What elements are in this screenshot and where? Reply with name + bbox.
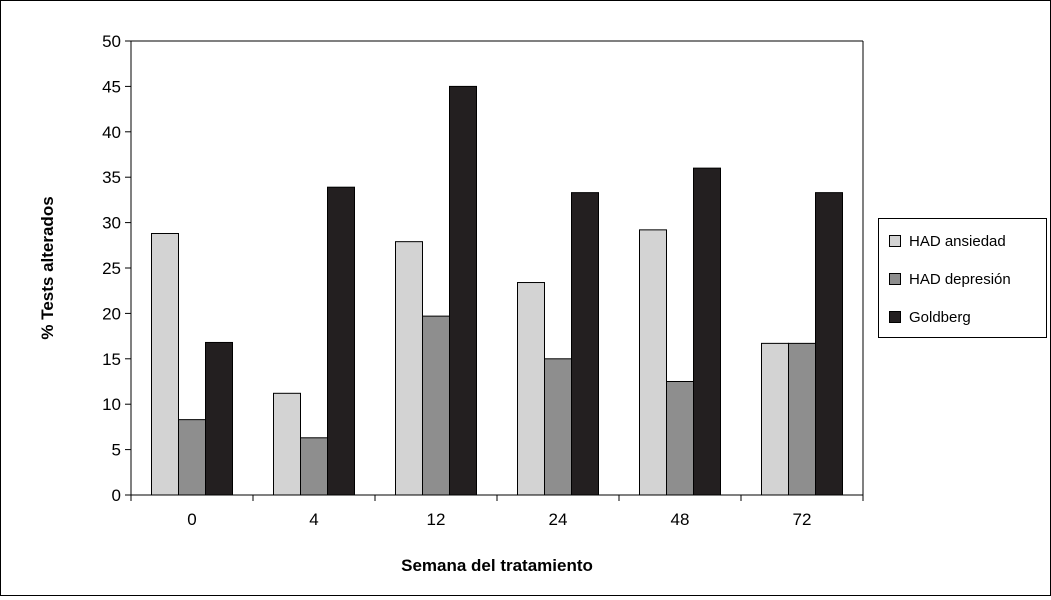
x-tick-label: 48	[671, 510, 690, 529]
x-tick-label: 24	[549, 510, 568, 529]
y-tick-label: 10	[102, 395, 121, 414]
legend-label: Goldberg	[909, 308, 971, 326]
bar-goldberg-week-0	[205, 341, 233, 496]
x-tick-label: 72	[793, 510, 812, 529]
bar-had-depresi-n-week-48	[666, 381, 694, 496]
y-tick-label: 25	[102, 259, 121, 278]
bar-had-ansiedad-week-4	[273, 392, 301, 496]
legend: HAD ansiedad HAD depresión Goldberg	[878, 218, 1047, 338]
bar-goldberg-week-24	[571, 192, 599, 496]
legend-swatch	[889, 235, 901, 247]
bar-had-depresi-n-week-0	[178, 419, 206, 496]
bar-had-depresi-n-week-72	[788, 342, 816, 496]
y-tick-label: 45	[102, 77, 121, 96]
x-tick-label: 4	[309, 510, 318, 529]
legend-label: HAD depresión	[909, 270, 1011, 288]
legend-label: HAD ansiedad	[909, 232, 1006, 250]
bar-had-ansiedad-week-48	[639, 229, 667, 496]
y-axis-label: % Tests alterados	[38, 196, 57, 339]
legend-swatch	[889, 311, 901, 323]
bar-goldberg-week-72	[815, 192, 843, 496]
bar-had-ansiedad-week-24	[517, 282, 545, 496]
y-tick-label: 30	[102, 214, 121, 233]
bar-had-ansiedad-week-0	[151, 232, 179, 496]
y-tick-label: 5	[112, 441, 121, 460]
bar-had-depresi-n-week-24	[544, 358, 572, 496]
bar-had-ansiedad-week-72	[761, 342, 789, 496]
legend-item-had-ansiedad: HAD ansiedad	[889, 230, 1006, 252]
bar-had-ansiedad-week-12	[395, 241, 423, 496]
bar-goldberg-week-12	[449, 85, 477, 496]
x-tick-label: 12	[427, 510, 446, 529]
y-tick-label: 15	[102, 350, 121, 369]
y-tick-label: 0	[112, 486, 121, 505]
y-tick-label: 20	[102, 304, 121, 323]
x-tick-label: 0	[187, 510, 196, 529]
y-tick-label: 40	[102, 123, 121, 142]
y-tick-label: 35	[102, 168, 121, 187]
legend-swatch	[889, 273, 901, 285]
legend-item-goldberg: Goldberg	[889, 306, 971, 328]
bar-goldberg-week-4	[327, 186, 355, 496]
legend-item-had-depresion: HAD depresión	[889, 268, 1011, 290]
bar-goldberg-week-48	[693, 167, 721, 496]
bar-had-depresi-n-week-12	[422, 315, 450, 496]
bar-had-depresi-n-week-4	[300, 437, 328, 496]
y-tick-label: 50	[102, 32, 121, 51]
x-axis-label: Semana del tratamiento	[401, 556, 593, 575]
